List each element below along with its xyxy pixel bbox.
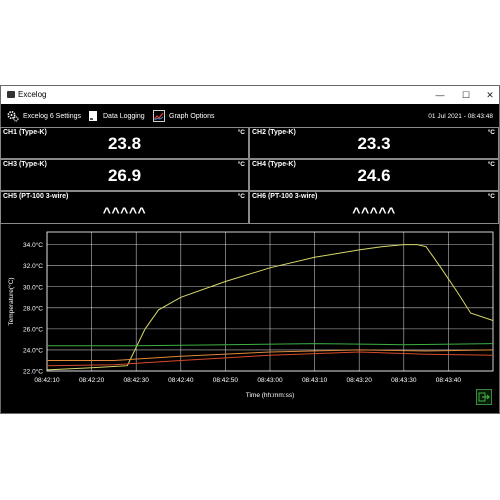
channel-value: 24.6 <box>357 166 391 185</box>
series-line-orange <box>47 349 494 361</box>
y-tick-label: 22.0°C <box>23 368 43 376</box>
window-title: Excelog <box>18 90 47 99</box>
channel-panel-ch5: CH5 (PT-100 3-wire) °C ^^^^^ <box>0 191 249 224</box>
y-tick-label: 32.0°C <box>23 262 43 270</box>
export-button[interactable] <box>476 389 492 405</box>
channel-unit: °C <box>237 193 245 200</box>
channel-panel-ch2: CH2 (Type-K) °C 23.3 <box>249 127 499 159</box>
channel-unit: °C <box>487 193 495 200</box>
channel-label: CH3 (Type-K) <box>3 161 47 168</box>
y-tick-label: 28.0°C <box>23 304 43 312</box>
channel-panel-ch1: CH1 (Type-K) °C 23.8 <box>0 127 249 159</box>
x-tick-label: 08:42:50 <box>213 377 239 384</box>
toolbar: Excelog 6 Settings Data Logging Graph Op… <box>1 104 499 128</box>
datetime-display: 01 Jul 2021 - 08:43:48 <box>428 113 493 120</box>
channel-unit: °C <box>487 129 495 136</box>
channel-label: CH1 (Type-K) <box>3 129 47 136</box>
channel-value: ^^^^^ <box>352 204 396 220</box>
channel-panel-ch4: CH4 (Type-K) °C 24.6 <box>249 159 499 191</box>
settings-label: Excelog 6 Settings <box>23 112 81 120</box>
x-tick-label: 08:42:20 <box>79 377 105 384</box>
data-logging-label: Data Logging <box>103 112 145 120</box>
channel-unit: °C <box>487 161 495 168</box>
y-tick-label: 26.0°C <box>23 325 43 333</box>
x-axis-title: Time (hh:mm:ss) <box>246 392 295 399</box>
y-tick-label: 34.0°C <box>23 241 43 249</box>
x-tick-label: 08:43:40 <box>436 377 462 384</box>
channel-panel-ch6: CH6 (PT-100 3-wire) °C ^^^^^ <box>249 191 499 224</box>
data-logging-button[interactable]: Data Logging <box>87 108 145 124</box>
y-tick-label: 30.0°C <box>23 283 43 291</box>
y-axis-title: Temperature(°C) <box>7 277 15 325</box>
channel-value: 26.9 <box>107 166 142 185</box>
x-tick-label: 08:42:10 <box>34 377 60 384</box>
title-bar[interactable]: Excelog — ☐ ✕ <box>1 86 499 104</box>
series-line-yellow <box>46 244 494 371</box>
x-tick-label: 08:42:40 <box>168 377 194 384</box>
temperature-chart-area: 22.0°C 24.0°C 26.0°C 28.0°C 30.0°C 32.0°C 34.0… <box>1 225 497 413</box>
graph-options-button[interactable]: Graph Options <box>153 108 215 124</box>
y-tick-label: 24.0°C <box>23 346 43 354</box>
series-line-red <box>46 351 494 367</box>
x-tick-label: 08:42:30 <box>124 377 150 384</box>
document-icon <box>89 111 97 121</box>
export-arrow-icon <box>478 392 490 402</box>
x-tick-label: 08:43:20 <box>347 377 373 384</box>
channel-value: ^^^^^ <box>102 204 147 220</box>
line-chart-icon <box>153 110 165 122</box>
settings-button[interactable]: Excelog 6 Settings <box>7 108 81 124</box>
channel-label: CH4 (Type-K) <box>252 161 296 168</box>
channel-unit: °C <box>237 161 245 168</box>
graph-options-label: Graph Options <box>169 112 215 120</box>
channel-value: 23.8 <box>107 134 142 153</box>
app-icon <box>7 91 15 98</box>
close-button[interactable]: ✕ <box>486 90 494 100</box>
series-line-green <box>47 343 494 347</box>
temperature-chart: 22.0°C 24.0°C 26.0°C 28.0°C 30.0°C 32.0°C 34.0… <box>7 231 494 399</box>
x-tick-label: 08:43:30 <box>391 377 417 384</box>
channel-label: CH6 (PT-100 3-wire) <box>252 193 318 200</box>
x-tick-label: 08:43:00 <box>257 377 283 384</box>
channel-unit: °C <box>237 129 245 136</box>
channel-value: 23.3 <box>357 134 391 153</box>
maximize-button[interactable]: ☐ <box>461 90 471 100</box>
channel-label: CH2 (Type-K) <box>252 129 296 136</box>
channel-label: CH5 (PT-100 3-wire) <box>3 193 69 200</box>
channel-panel-ch3: CH3 (Type-K) °C 26.9 <box>0 159 249 191</box>
gear-icon <box>7 110 19 122</box>
x-tick-label: 08:43:10 <box>302 377 328 384</box>
minimize-button[interactable]: — <box>435 90 445 100</box>
